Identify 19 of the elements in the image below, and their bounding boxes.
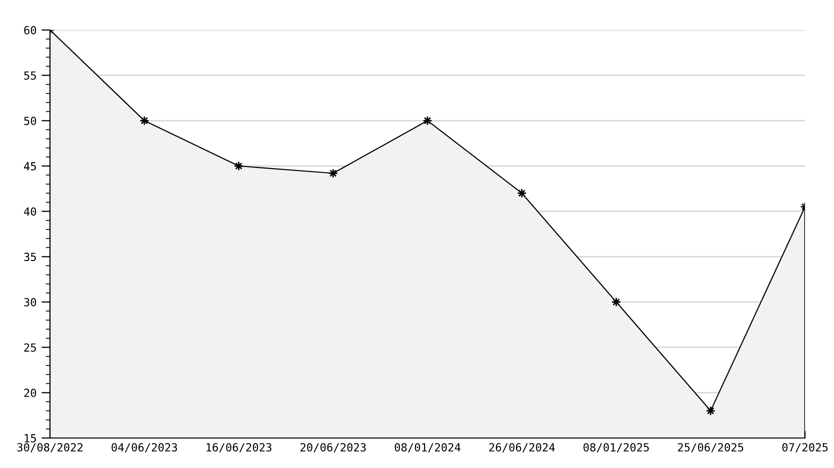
x-tick-label: 25/06/2025 — [678, 443, 744, 452]
x-tick-label: 20/06/2023 — [300, 443, 366, 452]
y-tick-label: 20 — [24, 388, 36, 398]
y-tick-label: 45 — [24, 162, 36, 170]
y-tick-label: 25 — [24, 343, 36, 352]
y-tick-label: 50 — [24, 116, 36, 126]
y-tick-label: 55 — [24, 71, 36, 80]
x-tick-label: 07/2025 — [782, 443, 828, 452]
x-tick-label: 04/06/2023 — [112, 443, 177, 452]
y-tick-label: 40 — [24, 207, 36, 216]
x-tick-label: 26/06/2024 — [489, 443, 555, 452]
x-tick-label: 08/01/2025 — [584, 443, 649, 452]
y-tick-label: 35 — [24, 252, 36, 262]
x-tick-label: 08/01/2024 — [394, 443, 460, 452]
x-tick-label: 30/08/2022 — [17, 443, 83, 452]
x-tick-label: 16/06/2023 — [206, 443, 272, 452]
y-tick-label: 30 — [24, 298, 36, 306]
y-tick-label: 15 — [24, 434, 36, 442]
y-tick-label: 60 — [24, 26, 36, 34]
